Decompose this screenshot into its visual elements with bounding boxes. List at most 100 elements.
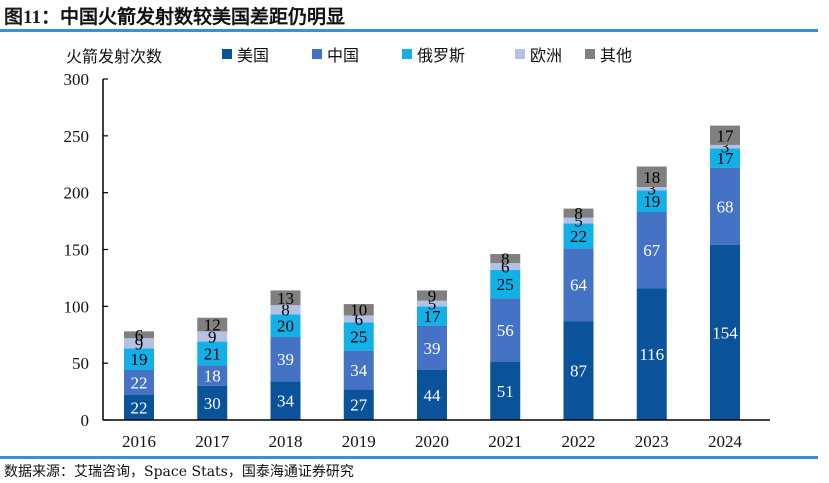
data-label: 8 (574, 204, 583, 223)
x-tick-label: 2021 (488, 432, 522, 451)
data-label: 22 (570, 227, 587, 246)
bar-segment (636, 211, 667, 289)
data-label: 27 (350, 396, 368, 415)
y-tick-label: 300 (64, 70, 90, 89)
data-label: 8 (501, 250, 510, 269)
legend-label: 其他 (600, 47, 632, 65)
legend-label: 欧洲 (530, 47, 562, 65)
y-tick-label: 250 (64, 127, 90, 146)
figure-number: 图11： (4, 7, 60, 28)
bar-segment (270, 337, 301, 382)
legend-item-3: 欧洲 (515, 47, 562, 65)
bar-segment (270, 314, 301, 338)
data-label: 20 (277, 317, 294, 336)
legend-item-2: 俄罗斯 (402, 47, 465, 65)
data-label: 17 (424, 307, 442, 326)
legend-label: 俄罗斯 (417, 47, 465, 65)
bar-segment (343, 315, 374, 323)
data-label: 17 (717, 149, 735, 168)
data-label: 34 (277, 392, 295, 411)
bar-segment (124, 394, 154, 420)
legend-item-1: 中国 (312, 47, 359, 65)
legend-swatch (312, 49, 322, 59)
data-label: 18 (643, 168, 660, 187)
data-label: 5 (428, 294, 437, 313)
data-label: 56 (497, 321, 514, 340)
bar-segment (343, 389, 374, 420)
legend-item-4: 其他 (585, 47, 632, 65)
x-tick-label: 2017 (195, 432, 230, 451)
bar-segment (343, 322, 374, 351)
legend-label: 美国 (237, 47, 269, 65)
y-tick-label: 0 (81, 411, 90, 430)
bar-segment (417, 300, 447, 307)
bar-segment (490, 298, 521, 363)
legend: 美国 中国 俄罗斯 欧洲 其他 (222, 47, 632, 65)
x-tick-label: 2016 (122, 432, 156, 451)
data-label: 34 (350, 361, 368, 380)
data-label: 6 (135, 326, 144, 345)
data-label: 22 (131, 398, 148, 417)
data-label: 19 (643, 192, 660, 211)
data-label: 6 (501, 258, 510, 277)
legend-label: 中国 (327, 47, 359, 65)
data-label: 67 (643, 241, 661, 260)
bar-segment (343, 350, 374, 390)
y-axis: 0 50 100 150 200 250 300 (64, 70, 108, 430)
bar-segment (124, 331, 154, 339)
bar-segment (710, 144, 740, 149)
x-tick-label: 2019 (342, 432, 376, 451)
y-tick-label: 100 (64, 297, 90, 316)
bar-segment (636, 166, 667, 187)
data-label: 19 (131, 350, 148, 369)
data-label: 5 (574, 212, 583, 231)
bar-segment (636, 190, 667, 212)
x-tick-label: 2022 (562, 432, 596, 451)
data-label: 8 (281, 301, 290, 320)
bar-segment (490, 263, 521, 270)
data-label: 3 (648, 180, 657, 199)
bar-segment (636, 288, 667, 420)
data-label: 64 (570, 276, 588, 295)
bar-segment (710, 148, 740, 168)
x-tick-label: 2020 (415, 432, 449, 451)
bar-segment (710, 244, 740, 420)
data-label: 18 (204, 367, 221, 386)
y-axis-title: 火箭发射次数 (66, 47, 162, 66)
data-label: 6 (355, 310, 364, 329)
data-label: 116 (639, 345, 664, 364)
data-label: 51 (497, 382, 514, 401)
bar-segment (417, 325, 447, 370)
data-label: 87 (570, 362, 588, 381)
bar-segment (270, 290, 301, 306)
legend-swatch (515, 49, 525, 59)
data-label: 22 (131, 373, 148, 392)
legend-swatch (585, 49, 595, 59)
data-label: 9 (428, 287, 437, 306)
bar-segment (417, 290, 447, 301)
bar-segment (343, 304, 374, 316)
bar-segment (197, 317, 228, 332)
bar-segment (563, 223, 594, 249)
data-label: 3 (721, 138, 730, 157)
x-tick-label: 2018 (269, 432, 303, 451)
bar-segment (636, 186, 667, 191)
legend-swatch (222, 49, 232, 59)
data-label: 154 (712, 323, 738, 342)
source-divider (0, 456, 818, 459)
bar-segment (710, 167, 740, 245)
legend-swatch (402, 49, 412, 59)
bar-segment (270, 305, 301, 315)
data-label: 25 (350, 327, 367, 346)
data-label: 9 (208, 327, 217, 346)
data-label: 9 (135, 334, 144, 353)
bar-segment (417, 306, 447, 326)
